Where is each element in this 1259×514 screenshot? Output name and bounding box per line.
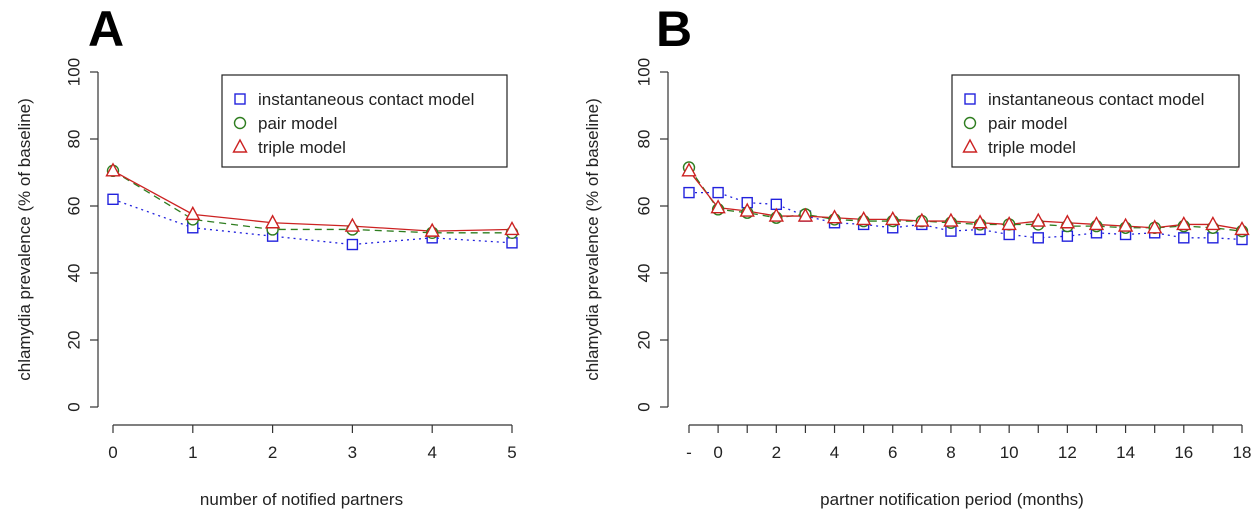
data-point-s0-5: [506, 237, 518, 249]
data-point-s2-7: [885, 210, 901, 226]
data-point-s2-1: [710, 199, 726, 214]
legend-marker-1: [963, 116, 977, 130]
x-tick-label: 2: [772, 443, 781, 462]
data-point-s2-2: [739, 202, 755, 217]
data-point-s2-17: [1176, 215, 1192, 231]
series-line-0: [112, 198, 513, 246]
series-line-1: [112, 170, 512, 234]
y-axis-label: chlamydia prevalence (% of baseline): [15, 98, 34, 381]
data-point-s2-2: [264, 214, 281, 229]
data-point-s0-17: [1178, 232, 1190, 244]
x-tick-label: 0: [108, 443, 117, 462]
data-point-s0-0: [107, 193, 119, 206]
y-axis-label: chlamydia prevalence (% of baseline): [583, 98, 602, 381]
data-point-s2-16: [1147, 219, 1163, 234]
legend-label-2: triple model: [988, 138, 1076, 157]
data-point-s2-5: [504, 220, 520, 236]
legend-label-1: pair model: [988, 114, 1067, 133]
data-point-s0-12: [1032, 232, 1044, 244]
data-point-s2-14: [1088, 215, 1105, 231]
data-point-s0-1: [712, 186, 724, 199]
data-point-s2-4: [424, 222, 440, 237]
legend-box: [221, 74, 508, 168]
y-tick-label: 40: [64, 264, 83, 283]
data-point-s0-11: [1003, 228, 1015, 241]
legend-marker-0: [964, 93, 976, 105]
data-point-s0-3: [346, 238, 359, 251]
data-point-s2-9: [943, 212, 959, 227]
x-tick-label: 18: [1233, 443, 1252, 462]
data-point-s2-11: [1001, 215, 1017, 231]
x-tick-label: 10: [1000, 443, 1019, 462]
x-tick-label: 3: [348, 443, 357, 462]
legend-box: [951, 74, 1240, 168]
data-point-s2-5: [826, 209, 843, 224]
x-tick-label: 1: [188, 443, 197, 462]
series-line-2: [112, 170, 513, 232]
data-point-s2-6: [855, 210, 872, 226]
legend-label-1: pair model: [258, 114, 337, 133]
legend-marker-0: [234, 93, 246, 105]
legend-marker-1: [233, 116, 247, 130]
data-point-s2-10: [972, 214, 988, 229]
x-tick-label: 5: [507, 443, 516, 462]
x-tick-label: 12: [1058, 443, 1077, 462]
y-tick-label: 0: [634, 402, 653, 411]
data-point-s2-12: [1030, 212, 1046, 227]
legend: instantaneous contact model pair model tri…: [951, 74, 1240, 168]
legend-marker-2: [962, 138, 978, 153]
panel-letter: A: [88, 1, 124, 57]
x-tick-label: 6: [888, 443, 897, 462]
y-tick-label: 60: [634, 197, 653, 216]
x-tick-label: 8: [946, 443, 955, 462]
y-tick-label: 100: [64, 58, 83, 86]
data-point-s2-19: [1234, 220, 1250, 236]
x-tick-label: 14: [1116, 443, 1135, 462]
data-point-s2-8: [914, 212, 930, 227]
x-axis-label: partner notification period (months): [820, 490, 1084, 509]
x-tick-label: -: [686, 443, 692, 462]
legend-label-0: instantaneous contact model: [988, 90, 1204, 109]
y-tick-label: 20: [64, 331, 83, 350]
data-point-s2-3: [344, 217, 361, 232]
data-point-s2-0: [681, 162, 697, 177]
x-axis-label: number of notified partners: [200, 490, 403, 509]
data-point-s2-1: [185, 205, 201, 221]
y-tick-label: 40: [634, 264, 653, 283]
x-tick-label: 4: [427, 443, 436, 462]
x-tick-label: 0: [713, 443, 722, 462]
y-tick-label: 0: [64, 402, 83, 411]
legend: instantaneous contact model pair model tri…: [221, 74, 508, 168]
data-point-s2-13: [1059, 214, 1076, 229]
data-point-s2-0: [105, 162, 121, 177]
y-tick-label: 80: [634, 130, 653, 149]
data-point-s2-18: [1205, 215, 1221, 231]
legend-label-0: instantaneous contact model: [258, 90, 474, 109]
x-tick-label: 4: [830, 443, 839, 462]
y-tick-label: 20: [634, 331, 653, 350]
data-point-s0-0: [683, 186, 695, 199]
legend-marker-2: [232, 138, 248, 153]
y-tick-label: 80: [64, 130, 83, 149]
x-tick-label: 16: [1174, 443, 1193, 462]
x-tick-label: 2: [268, 443, 277, 462]
data-point-s2-15: [1117, 217, 1134, 232]
data-point-s0-18: [1207, 232, 1219, 244]
y-tick-label: 100: [634, 58, 653, 86]
panel-letter: B: [656, 1, 692, 57]
data-point-s2-3: [768, 207, 784, 222]
data-point-s2-4: [797, 207, 814, 222]
y-tick-label: 60: [64, 197, 83, 216]
legend-label-2: triple model: [258, 138, 346, 157]
series-line-0: [689, 191, 1243, 241]
data-point-s0-13: [1061, 230, 1074, 242]
